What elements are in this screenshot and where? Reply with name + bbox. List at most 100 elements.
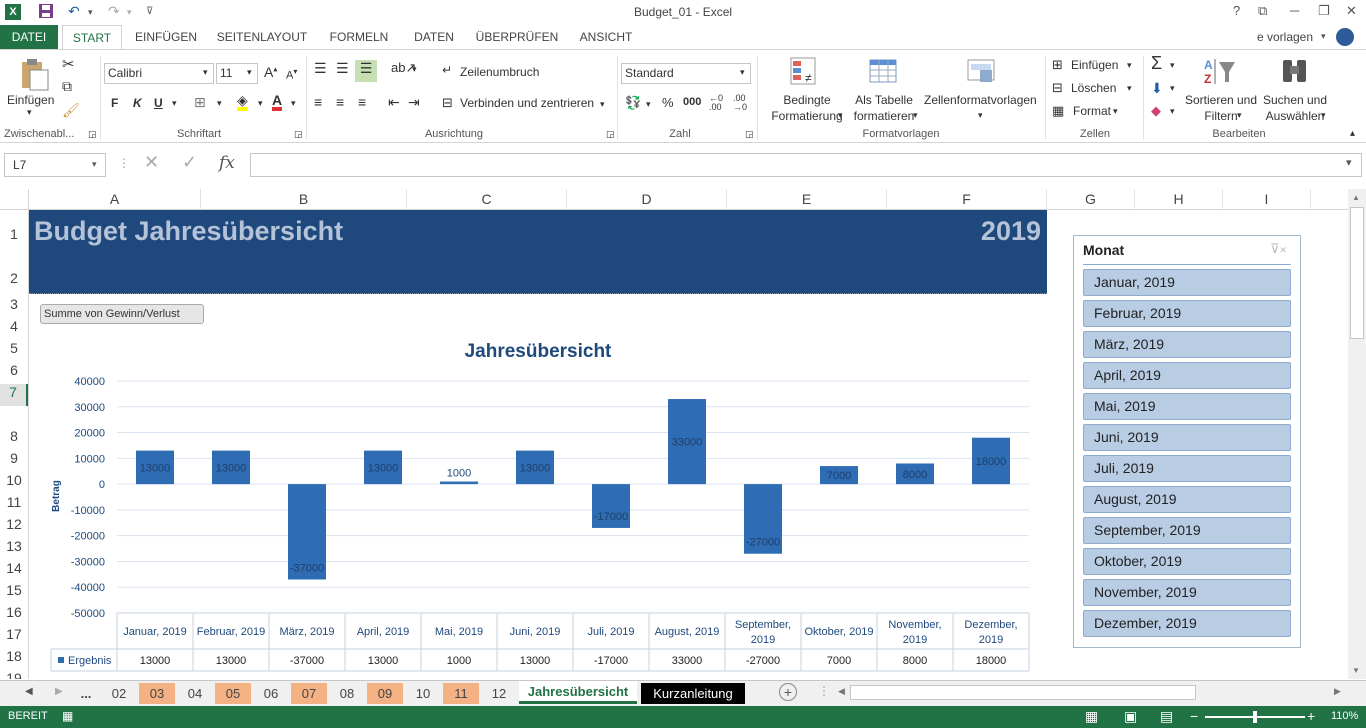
row-header[interactable]: 14 <box>6 560 22 576</box>
wrap-text-icon[interactable]: ↵ <box>442 63 453 77</box>
row-header[interactable]: 10 <box>6 472 22 488</box>
bold-button[interactable]: F <box>111 96 119 110</box>
sheet-tab-06[interactable]: 06 <box>263 686 279 701</box>
column-header-c[interactable]: C <box>407 189 567 210</box>
slicer-item[interactable]: August, 2019 <box>1083 486 1291 513</box>
fill-color-icon[interactable]: ◈ <box>237 93 248 111</box>
undo-dropdown-icon[interactable]: ▾ <box>88 7 93 17</box>
bar[interactable] <box>440 481 478 485</box>
conditional-format-dropdown-icon[interactable]: ▾ <box>838 110 843 120</box>
percent-button[interactable]: % <box>662 95 674 110</box>
scroll-down-icon[interactable]: ▼ <box>1352 666 1360 675</box>
select-all-corner[interactable] <box>0 189 29 210</box>
autosum-icon[interactable]: Σ <box>1151 53 1163 73</box>
align-top-icon[interactable]: ☰ <box>314 60 327 76</box>
sheet-tab-05[interactable]: 05 <box>215 683 251 704</box>
cancel-icon[interactable]: ✕ <box>144 152 160 172</box>
title-banner[interactable]: Budget Jahresübersicht 2019 <box>29 210 1047 294</box>
sheet-tab-active[interactable]: Jahresübersicht <box>519 681 637 704</box>
next-sheet-icon[interactable]: ▶ <box>55 686 63 697</box>
sort-filter-dropdown-icon[interactable]: ▾ <box>1237 110 1242 120</box>
tab-ansicht[interactable]: ANSICHT <box>579 30 633 44</box>
prev-sheet-icon[interactable]: ◀ <box>25 686 33 697</box>
zoom-slider-thumb[interactable] <box>1253 711 1257 723</box>
row-header[interactable]: 13 <box>6 538 22 554</box>
font-name-dropdown-icon[interactable]: ▾ <box>203 67 208 77</box>
border-icon[interactable]: ⊞ <box>194 94 206 110</box>
number-format-dropdown-icon[interactable]: ▾ <box>740 67 745 77</box>
sheet-tab-02[interactable]: 02 <box>111 686 127 701</box>
vertical-scrollbar[interactable]: ▲ ▼ <box>1348 189 1366 679</box>
column-header-e[interactable]: E <box>727 189 887 210</box>
font-name-field[interactable]: Calibri <box>104 63 214 84</box>
orientation-icon[interactable]: ab↗ <box>391 60 417 75</box>
format-as-table-button[interactable]: Als Tabelle formatieren <box>853 93 915 123</box>
tab-einfuegen[interactable]: EINFÜGEN <box>134 30 197 44</box>
new-sheet-icon[interactable]: + <box>779 683 797 701</box>
clear-dropdown-icon[interactable]: ▾ <box>1170 106 1175 116</box>
border-dropdown-icon[interactable]: ▾ <box>217 98 222 108</box>
row-header[interactable]: 1 <box>10 226 18 242</box>
find-select-icon[interactable] <box>1280 56 1310 91</box>
normal-view-icon[interactable]: ▦ <box>1085 708 1099 724</box>
restore-icon[interactable]: ❐ <box>1318 3 1330 18</box>
row-header[interactable]: 11 <box>6 494 22 510</box>
column-header-f[interactable]: F <box>887 189 1047 210</box>
enter-icon[interactable]: ✓ <box>182 152 198 172</box>
account-name[interactable]: e vorlagen <box>1256 30 1314 44</box>
collapse-ribbon-icon[interactable]: ▴ <box>1350 128 1356 139</box>
help-button[interactable]: ? <box>1233 3 1241 18</box>
slicer-item[interactable]: Dezember, 2019 <box>1083 610 1291 637</box>
font-size-field[interactable]: 11 <box>216 63 258 84</box>
fill-icon[interactable]: ⬇ <box>1151 80 1163 96</box>
hscroll-left-icon[interactable]: ◀ <box>838 686 845 696</box>
sheet-tab-kurzanleitung[interactable]: Kurzanleitung <box>641 683 745 704</box>
hscroll-right-icon[interactable]: ▶ <box>1334 686 1341 696</box>
underline-button[interactable]: U <box>154 96 163 110</box>
sheet-tab-12[interactable]: 12 <box>491 686 507 701</box>
format-cells-dropdown-icon[interactable]: ▾ <box>1113 106 1118 116</box>
tab-datei[interactable]: DATEI <box>0 25 58 49</box>
insert-cells-icon[interactable]: ⊞ <box>1052 57 1063 72</box>
delete-cells-dropdown-icon[interactable]: ▾ <box>1127 83 1132 93</box>
slicer-item[interactable]: März, 2019 <box>1083 331 1291 358</box>
wrap-text-button[interactable]: Zeilenumbruch <box>460 65 540 79</box>
increase-indent-icon[interactable]: ⇥ <box>408 94 420 110</box>
column-header-a[interactable]: A <box>29 189 201 210</box>
pivot-field-button[interactable]: Summe von Gewinn/Verlust <box>40 304 204 324</box>
zoom-level[interactable]: 110% <box>1331 710 1359 722</box>
row-header-selected[interactable]: 7 <box>0 384 28 406</box>
minimize-icon[interactable]: ─ <box>1290 3 1300 18</box>
sheet-tab-07[interactable]: 07 <box>291 683 327 704</box>
autosum-dropdown-icon[interactable]: ▾ <box>1170 60 1175 70</box>
column-header-i[interactable]: I <box>1223 189 1311 210</box>
font-launcher-icon[interactable]: ◲ <box>294 129 303 139</box>
more-sheets-button[interactable]: ... <box>80 686 92 701</box>
column-header-b[interactable]: B <box>201 189 407 210</box>
close-icon[interactable]: ✕ <box>1346 3 1357 18</box>
slicer-item[interactable]: Mai, 2019 <box>1083 393 1291 420</box>
slicer-item[interactable]: Juli, 2019 <box>1083 455 1291 482</box>
currency-icon[interactable]: 💱 <box>625 95 642 110</box>
copy-icon[interactable]: ⧉ <box>62 78 72 94</box>
redo-icon[interactable]: ↷ <box>108 3 120 19</box>
fill-dropdown-icon[interactable]: ▾ <box>1170 83 1175 93</box>
column-header-d[interactable]: D <box>567 189 727 210</box>
paste-button[interactable]: Einfügen <box>7 93 55 107</box>
ribbon-display-icon[interactable]: ⧉ <box>1258 3 1268 18</box>
row-header[interactable]: 15 <box>6 582 22 598</box>
bar[interactable] <box>896 463 934 485</box>
bar[interactable] <box>364 450 402 485</box>
macro-record-icon[interactable]: ▦ <box>62 709 74 723</box>
slicer-item[interactable]: April, 2019 <box>1083 362 1291 389</box>
page-layout-view-icon[interactable]: ▣ <box>1124 708 1138 724</box>
delete-cells-button[interactable]: Löschen <box>1071 81 1117 95</box>
format-as-table-icon[interactable] <box>868 56 900 91</box>
font-color-icon[interactable]: A <box>272 93 283 111</box>
row-header[interactable]: 16 <box>6 604 22 620</box>
sheet-tab-04[interactable]: 04 <box>187 686 203 701</box>
row-header[interactable]: 6 <box>10 362 18 378</box>
format-cells-button[interactable]: Format <box>1073 104 1112 118</box>
slicer-item[interactable]: Juni, 2019 <box>1083 424 1291 451</box>
